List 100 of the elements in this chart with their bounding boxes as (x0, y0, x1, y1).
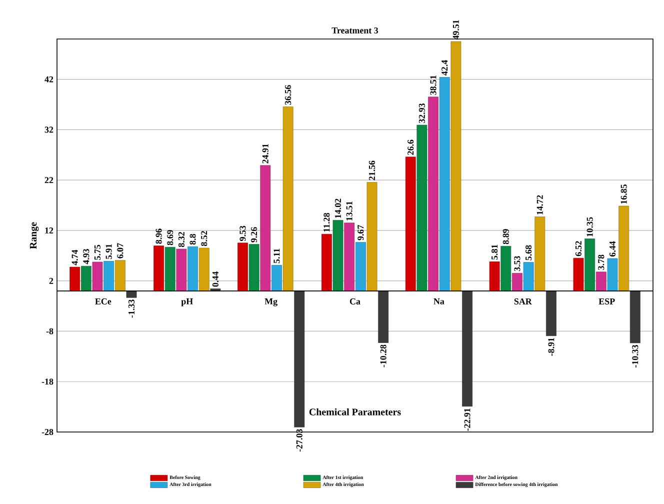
data-label: 6.44 (609, 241, 616, 256)
bar (176, 248, 187, 292)
data-label: 4.93 (83, 249, 90, 264)
data-label: 3.78 (598, 254, 604, 270)
data-label: 38.51 (430, 75, 436, 95)
data-label: 8.52 (201, 231, 208, 246)
bar (405, 156, 416, 292)
bar (70, 266, 80, 292)
data-label: 9.26 (251, 227, 258, 242)
data-label: 10.35 (586, 217, 593, 236)
x-tick-label: ESP (598, 298, 615, 304)
bar (114, 260, 126, 292)
data-label: 49.51 (452, 20, 459, 40)
y-axis-title: Range (30, 222, 39, 249)
bar (154, 246, 164, 292)
bar (618, 206, 630, 292)
bar (321, 234, 332, 292)
bar (378, 290, 389, 343)
y-tick-label: 22 (44, 177, 54, 184)
bar (630, 290, 640, 344)
bar (573, 258, 584, 292)
bar (188, 246, 198, 292)
y-tick-label: -18 (42, 378, 54, 385)
bar (584, 238, 596, 292)
bar (238, 242, 248, 292)
bar (450, 41, 462, 292)
y-tick-label: 42 (44, 76, 54, 82)
bar (272, 265, 282, 292)
x-tick-label: pH (181, 298, 193, 306)
data-label: 14.72 (536, 195, 543, 214)
bar (607, 258, 618, 292)
y-tick-label: 2 (49, 278, 54, 284)
data-label: -22.91 (464, 408, 470, 431)
y-tick-label: 12 (45, 227, 54, 234)
data-label: 21.56 (368, 160, 376, 180)
x-tick-label: Ca (350, 298, 360, 304)
bar (462, 290, 472, 407)
data-label: 42.4 (442, 60, 448, 76)
bar (248, 244, 260, 292)
data-label: 5.81 (492, 244, 498, 260)
data-label: 24.91 (262, 144, 268, 164)
data-label: 8.32 (178, 232, 184, 248)
bar (282, 106, 294, 292)
data-label: 11.28 (324, 213, 330, 232)
bar (416, 124, 428, 292)
data-label: 4.74 (72, 250, 78, 266)
bar (546, 290, 556, 336)
data-label: 5.75 (94, 244, 100, 260)
bar (489, 262, 500, 292)
data-label: 8.69 (167, 230, 174, 246)
data-label: 3.53 (514, 256, 520, 272)
bar (126, 290, 137, 298)
data-label: 5.11 (274, 248, 280, 264)
y-tick-label: -28 (42, 428, 54, 436)
data-label: 6.52 (575, 241, 582, 256)
bar (534, 216, 546, 292)
chart-title: Treatment 3 (332, 27, 378, 34)
data-label: -10.28 (380, 344, 386, 368)
data-label: 36.56 (285, 85, 292, 105)
data-label: -27.03 (296, 429, 302, 452)
bar (439, 77, 450, 292)
y-tick-label: -8 (46, 328, 54, 334)
data-label: 0.44 (212, 271, 218, 287)
bar (596, 272, 606, 292)
bar (523, 262, 534, 292)
bar (294, 290, 305, 428)
data-label: 5.68 (526, 245, 532, 260)
data-label: 8.96 (156, 228, 162, 244)
data-label: 14.02 (334, 198, 342, 218)
data-label: 6.07 (117, 243, 124, 258)
data-label: -1.33 (128, 300, 135, 318)
bar (80, 266, 92, 292)
data-label: 26.6 (408, 140, 414, 155)
bar (512, 272, 522, 292)
x-tick-label: ECe (95, 298, 112, 304)
data-label: 32.93 (418, 103, 425, 123)
data-label: 8.8 (190, 234, 196, 245)
bar (355, 242, 366, 292)
data-label: 5.91 (106, 244, 112, 260)
bar (92, 262, 103, 292)
data-label: -8.91 (548, 338, 554, 356)
bar (104, 261, 114, 292)
data-label: 16.85 (620, 184, 627, 204)
bar (500, 246, 512, 292)
x-axis-title: Chemical Parameters (309, 408, 401, 416)
bar (344, 222, 355, 292)
x-tick-label: SAR (514, 298, 532, 304)
bar (198, 248, 210, 292)
bar (366, 182, 378, 292)
data-label: -10.33 (632, 344, 638, 368)
bar (428, 96, 438, 292)
bar (164, 246, 176, 292)
x-tick-label: Mg (264, 298, 278, 306)
data-label: 13.51 (346, 201, 352, 220)
y-tick-label: 32 (44, 126, 54, 133)
x-tick-label: Na (434, 298, 444, 304)
bar (332, 220, 344, 292)
bar (260, 165, 271, 292)
data-label: 8.89 (502, 229, 509, 244)
data-label: 9.67 (358, 225, 364, 240)
